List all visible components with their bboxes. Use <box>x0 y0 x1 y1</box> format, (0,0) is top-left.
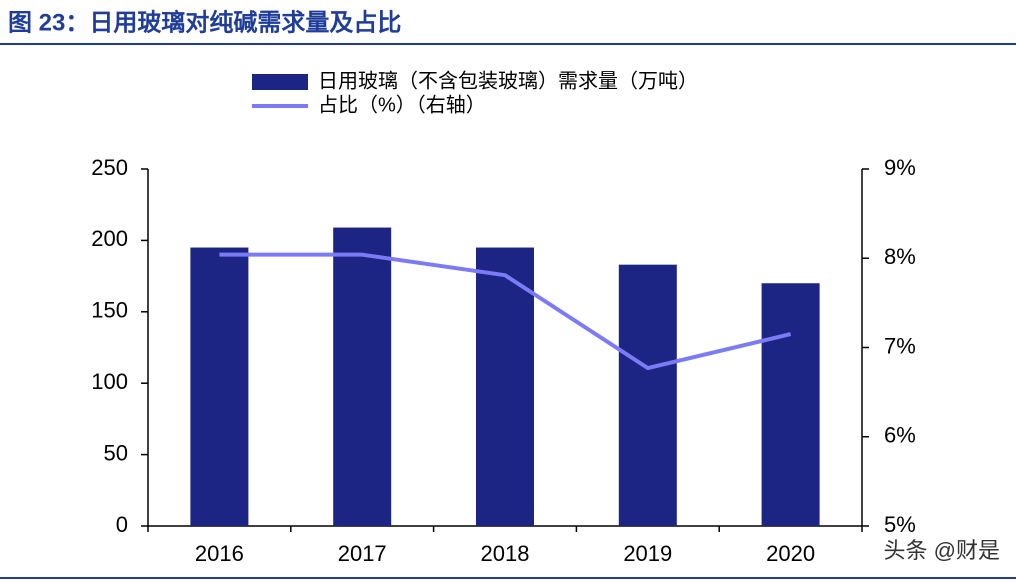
y2-tick-label: 6% <box>884 423 916 448</box>
y-tick-label: 250 <box>91 155 128 180</box>
y-tick-label: 200 <box>91 226 128 251</box>
y2-tick-label: 5% <box>884 512 916 537</box>
watermark: 头条 @财是 <box>884 538 1000 563</box>
chart-title: 图 23：日用玻璃对纯碱需求量及占比 <box>8 8 401 36</box>
bar <box>333 227 392 526</box>
bar <box>476 247 534 527</box>
y2-tick-label: 9% <box>884 155 916 180</box>
bar <box>618 264 677 526</box>
y-tick-label: 0 <box>116 512 128 537</box>
y-tick-label: 150 <box>91 298 128 323</box>
x-tick-label: 2016 <box>195 541 244 566</box>
bar <box>190 247 249 527</box>
y2-tick-label: 8% <box>884 244 916 269</box>
x-tick-label: 2019 <box>623 541 672 566</box>
legend-swatch <box>252 74 308 90</box>
y-tick-label: 50 <box>104 440 128 465</box>
bar <box>761 283 820 526</box>
y2-tick-label: 7% <box>884 333 916 358</box>
legend-label: 日用玻璃（不含包装玻璃）需求量（万吨） <box>318 69 698 92</box>
line <box>219 252 792 371</box>
x-tick-label: 2017 <box>338 541 387 566</box>
y-tick-label: 100 <box>91 369 128 394</box>
x-tick-label: 2020 <box>766 541 815 566</box>
x-tick-label: 2018 <box>481 541 530 566</box>
legend-label: 占比（%）（右轴） <box>318 93 486 116</box>
